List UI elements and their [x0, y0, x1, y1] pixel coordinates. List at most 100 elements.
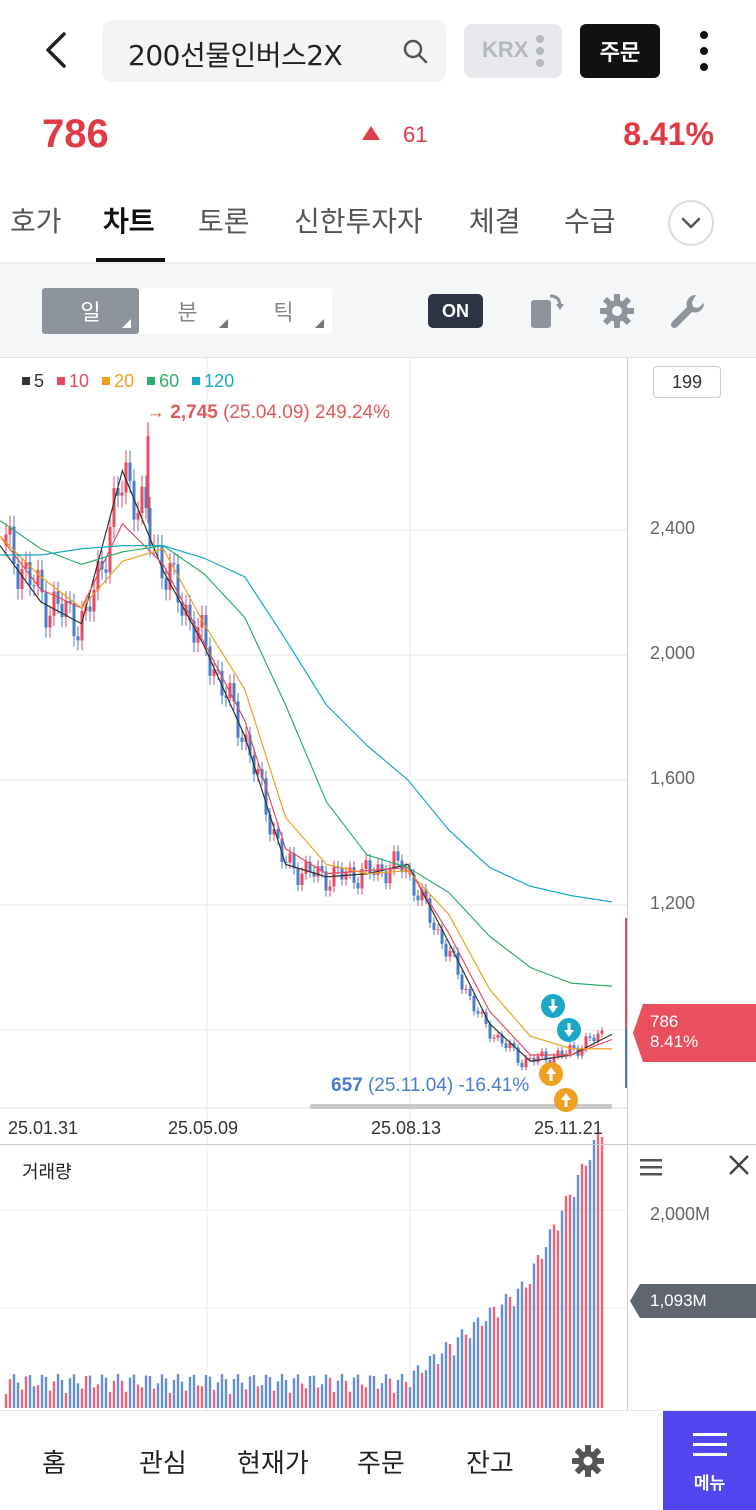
- change-rate: 8.41%: [623, 116, 714, 152]
- volume-bar: [472, 1321, 476, 1408]
- nav-home[interactable]: 홈: [42, 1449, 66, 1479]
- legend-item-ma20: 20: [102, 370, 134, 392]
- nav-current-price[interactable]: 현재가: [237, 1449, 309, 1479]
- candle-body: [140, 486, 144, 513]
- menu-lines-icon: [693, 1433, 727, 1456]
- volume-bar: [440, 1353, 444, 1408]
- volume-bar: [320, 1384, 324, 1408]
- volume-bar: [552, 1224, 556, 1408]
- volume-bar: [32, 1386, 36, 1408]
- volume-bar: [160, 1374, 164, 1408]
- period-tick[interactable]: 틱: [235, 288, 332, 334]
- volume-bar: [136, 1384, 140, 1408]
- period-day[interactable]: 일: [42, 288, 139, 334]
- candle-body: [40, 569, 44, 593]
- nav-watchlist[interactable]: 관심: [139, 1449, 187, 1479]
- y-tick: 1,200: [650, 893, 696, 913]
- volume-bar: [220, 1374, 224, 1408]
- candle-body: [172, 563, 176, 565]
- nav-order[interactable]: 주문: [357, 1449, 405, 1479]
- period-minute[interactable]: 분: [139, 288, 236, 334]
- volume-bar: [536, 1255, 540, 1408]
- tab-chart[interactable]: 차트: [103, 205, 155, 238]
- volume-bar: [180, 1381, 184, 1408]
- signal-arrow-stem: [567, 1023, 571, 1030]
- volume-bar: [348, 1391, 352, 1408]
- order-button[interactable]: 주문: [580, 24, 660, 78]
- tab-discussion[interactable]: 토론: [198, 205, 250, 238]
- candle-body: [16, 564, 20, 589]
- volume-bar: [288, 1392, 292, 1408]
- volume-bar: [456, 1337, 460, 1408]
- candle-body: [120, 492, 124, 496]
- candle-body: [384, 871, 388, 884]
- candle-body: [544, 1051, 548, 1061]
- tab-shinhan-investor[interactable]: 신한투자자: [294, 205, 423, 238]
- volume-bar: [256, 1386, 260, 1408]
- price-chart[interactable]: [0, 358, 756, 1410]
- volume-bar: [432, 1354, 436, 1408]
- volume-bar: [592, 1140, 596, 1408]
- wrench-icon[interactable]: [668, 292, 706, 330]
- signal-arrow: [548, 1006, 558, 1013]
- candle-body: [508, 1043, 512, 1049]
- candle-body: [20, 569, 24, 589]
- on-toggle[interactable]: ON: [428, 294, 483, 328]
- volume-bar: [368, 1375, 372, 1408]
- search-icon[interactable]: [402, 38, 428, 64]
- volume-bar: [360, 1384, 364, 1408]
- current-price: 786: [42, 112, 109, 156]
- back-button[interactable]: [36, 28, 76, 72]
- candle-body: [308, 861, 312, 872]
- up-triangle-icon: [362, 126, 380, 140]
- candle-body: [496, 1034, 500, 1038]
- tab-supply[interactable]: 수급: [564, 205, 616, 238]
- candle-body: [336, 866, 340, 869]
- exchange-selector[interactable]: KRX: [464, 24, 562, 78]
- volume-bar: [504, 1294, 508, 1408]
- volume-bar: [488, 1307, 492, 1408]
- max-count-badge[interactable]: 199: [653, 366, 721, 398]
- candle-body: [76, 636, 80, 641]
- candle-body: [540, 1051, 544, 1057]
- candle-body: [516, 1047, 520, 1063]
- legend-item-ma5: 5: [22, 370, 44, 392]
- more-options-icon[interactable]: [690, 28, 718, 74]
- volume-bar: [560, 1210, 564, 1408]
- nav-balance[interactable]: 잔고: [466, 1449, 514, 1479]
- candle-body: [160, 545, 164, 579]
- candle-body: [240, 737, 244, 742]
- candle-body: [28, 562, 32, 586]
- volume-bar: [336, 1380, 340, 1408]
- tab-trades[interactable]: 체결: [469, 205, 521, 238]
- volume-bar: [184, 1390, 188, 1408]
- volume-bar: [600, 1136, 604, 1408]
- current-price-tag: 786 8.41%: [633, 1004, 756, 1062]
- gear-icon[interactable]: [598, 292, 636, 330]
- search-box[interactable]: 200선물인버스2X: [102, 20, 446, 82]
- candle-body: [380, 864, 384, 872]
- candle-body: [472, 996, 476, 1012]
- settings-gear-icon[interactable]: [570, 1443, 606, 1479]
- hamburger-icon[interactable]: [640, 1158, 662, 1176]
- candle-body: [276, 829, 280, 839]
- chart-area[interactable]: 5 10 20 60 120 199 → 2,745 (25.04.09) 24…: [0, 358, 756, 1410]
- rotate-screen-icon[interactable]: [528, 292, 566, 330]
- volume-bar: [588, 1159, 592, 1408]
- candle-body: [364, 860, 368, 870]
- volume-bar: [20, 1389, 24, 1408]
- volume-bar: [568, 1194, 572, 1408]
- candle-body: [164, 578, 168, 590]
- volume-bar: [564, 1196, 568, 1408]
- volume-bar: [120, 1380, 124, 1408]
- close-icon[interactable]: [728, 1154, 750, 1176]
- volume-bar: [448, 1344, 452, 1408]
- ma-line-20: [0, 535, 612, 1050]
- candle-body: [520, 1062, 524, 1068]
- tab-expand-button[interactable]: [668, 200, 714, 246]
- tab-orderbook[interactable]: 호가: [10, 205, 62, 238]
- menu-button[interactable]: 메뉴: [663, 1411, 756, 1510]
- volume-bar: [96, 1384, 100, 1408]
- legend-item-ma60: 60: [147, 370, 179, 392]
- candle-body: [420, 889, 424, 901]
